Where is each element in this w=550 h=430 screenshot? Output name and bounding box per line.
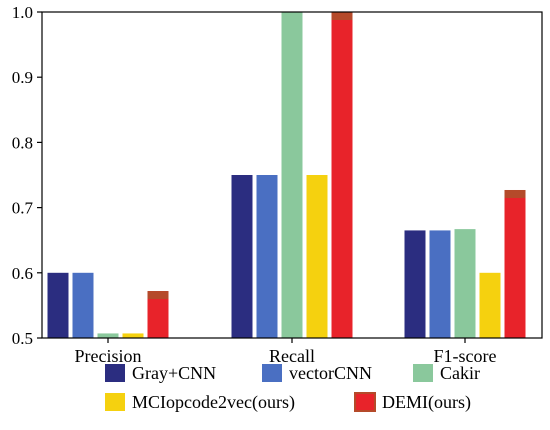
bar-mciopcode2vec-ours--precision bbox=[122, 333, 144, 338]
legend-swatch bbox=[105, 364, 125, 382]
legend-item-vectorcnn: vectorCNN bbox=[262, 363, 372, 383]
legend: Gray+CNN vectorCNN Cakir MCIopcode2vec(ours… bbox=[105, 363, 480, 413]
bar-mciopcode2vec-ours--recall bbox=[306, 175, 328, 338]
legend-label: MCIopcode2vec(ours) bbox=[132, 392, 295, 413]
legend-label: vectorCNN bbox=[289, 363, 372, 383]
legend-swatch bbox=[413, 364, 433, 382]
legend-item-mciopcode2vec-ours-: MCIopcode2vec(ours) bbox=[105, 392, 295, 413]
bar-vectorcnn-f1-score bbox=[429, 230, 451, 338]
y-tick-label: 0.7 bbox=[12, 199, 34, 218]
x-tick-label: Precision bbox=[75, 346, 142, 366]
bar-cap bbox=[331, 12, 353, 20]
bar-vectorcnn-recall bbox=[256, 175, 278, 338]
legend-item-demi-ours-: DEMI(ours) bbox=[354, 392, 471, 413]
bar-demi-ours--f1-score bbox=[504, 189, 526, 338]
y-tick-label: 0.6 bbox=[12, 264, 33, 283]
legend-swatch-edge bbox=[354, 392, 376, 412]
legend-swatch bbox=[355, 393, 375, 411]
legend-item-cakir: Cakir bbox=[413, 363, 480, 383]
y-tick-label: 0.9 bbox=[12, 68, 33, 87]
x-tick-label: F1-score bbox=[434, 346, 497, 366]
bar-mciopcode2vec-ours--f1-score bbox=[479, 272, 501, 338]
bar-vectorcnn-precision bbox=[72, 272, 94, 338]
bar-cap bbox=[504, 189, 526, 198]
y-tick-label: 1.0 bbox=[12, 3, 33, 22]
x-tick-label: Recall bbox=[269, 346, 315, 366]
bar-demi-ours--recall bbox=[331, 12, 353, 338]
bars-group bbox=[47, 12, 526, 338]
legend-label: Cakir bbox=[440, 363, 480, 383]
legend-swatch bbox=[105, 393, 125, 411]
legend-label: DEMI(ours) bbox=[382, 392, 471, 413]
legend-label: Gray+CNN bbox=[132, 363, 216, 383]
x-axis: Precision Recall F1-score bbox=[75, 338, 497, 366]
y-axis: 0.5 0.6 0.7 0.8 0.9 1.0 bbox=[12, 3, 42, 348]
bar-cakir-f1-score bbox=[454, 229, 476, 338]
bar-demi-ours--precision bbox=[147, 291, 169, 338]
bar-gray-cnn-recall bbox=[231, 175, 253, 338]
legend-item-gray-cnn: Gray+CNN bbox=[105, 363, 216, 383]
bar-gray-cnn-f1-score bbox=[404, 230, 426, 338]
bar-cakir-precision bbox=[97, 333, 119, 338]
y-tick-label: 0.8 bbox=[12, 133, 33, 152]
bar-cap bbox=[147, 291, 169, 300]
bar-cakir-recall bbox=[281, 12, 303, 338]
legend-swatch bbox=[262, 364, 282, 382]
bar-gray-cnn-precision bbox=[47, 272, 69, 338]
y-tick-label: 0.5 bbox=[12, 329, 33, 348]
